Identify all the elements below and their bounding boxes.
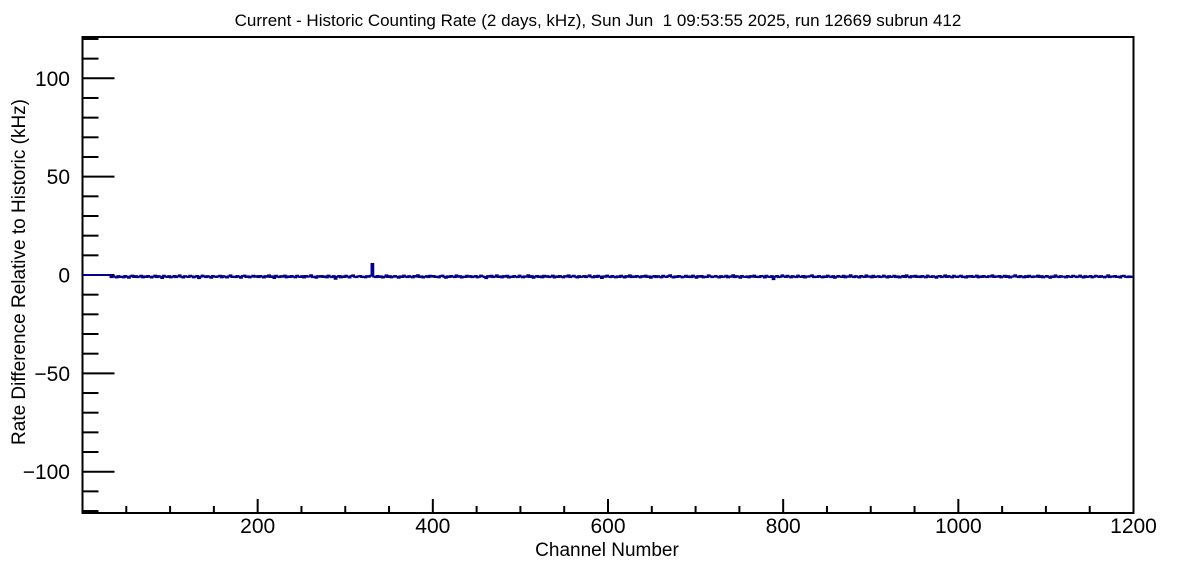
- y-tick-label: 100: [35, 68, 70, 91]
- y-tick-label: 0: [58, 265, 70, 288]
- chart-title: Current - Historic Counting Rate (2 days…: [234, 11, 962, 30]
- x-tick-label: 1200: [1110, 515, 1157, 538]
- x-tick-label: 200: [240, 515, 275, 538]
- x-tick-label: 600: [590, 515, 625, 538]
- x-tick-label: 800: [766, 515, 801, 538]
- rate-difference-series: [82, 262, 1134, 281]
- y-tick-label: −50: [34, 363, 70, 386]
- x-axis-title: Channel Number: [535, 540, 679, 561]
- x-tick-label: 1000: [935, 515, 982, 538]
- y-tick-label: −100: [23, 461, 70, 484]
- y-tick-label: 50: [47, 166, 70, 189]
- x-tick-label: 400: [415, 515, 450, 538]
- y-axis-title: Rate Difference Relative to Historic (kH…: [9, 99, 30, 445]
